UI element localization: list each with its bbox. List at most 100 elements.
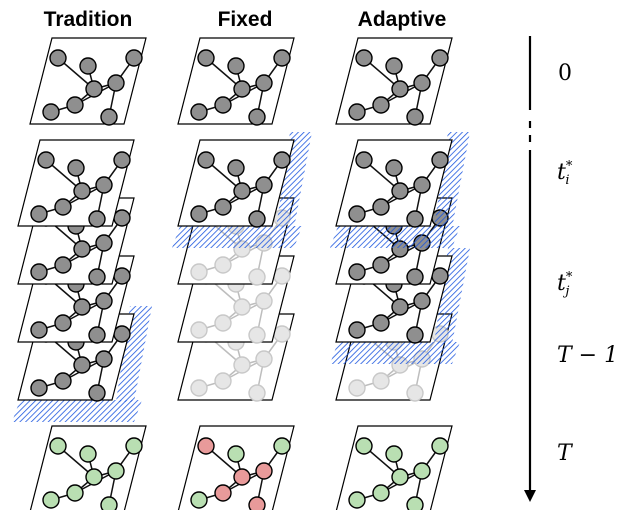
graph-node	[95, 350, 113, 368]
graph-node	[88, 384, 106, 402]
graph-adaptive-t0	[335, 37, 453, 126]
graph-node	[355, 437, 373, 455]
graph-node	[248, 496, 266, 510]
graph-adaptive-T	[335, 425, 453, 510]
graph-node	[248, 384, 266, 402]
graph-node	[273, 267, 291, 285]
graph-node	[100, 496, 118, 510]
graph-node	[30, 263, 48, 281]
graph-node	[372, 314, 390, 332]
graph-node	[49, 437, 67, 455]
graph-node	[348, 379, 366, 397]
graph-tradition-t0	[29, 37, 147, 126]
graph-node	[88, 326, 106, 344]
dropout-hatch-side	[434, 248, 470, 344]
graph-node	[113, 209, 131, 227]
graph-node	[406, 496, 424, 510]
column-title-fixed: Fixed	[218, 8, 273, 31]
graph-node	[37, 151, 55, 169]
graph-node	[190, 103, 208, 121]
graph-node	[255, 350, 273, 368]
column-title-adaptive: Adaptive	[358, 8, 447, 31]
column-title-tradition: Tradition	[44, 8, 133, 31]
graph-node	[73, 356, 91, 374]
graph-node	[66, 484, 84, 502]
graph-node	[214, 198, 232, 216]
graph-node	[190, 379, 208, 397]
graph-node	[406, 210, 424, 228]
graph-node	[391, 182, 409, 200]
graph-node	[214, 256, 232, 274]
graph-node	[273, 49, 291, 67]
graph-node	[197, 49, 215, 67]
graph-node	[100, 108, 118, 126]
graph-node	[79, 445, 97, 463]
graph-node	[431, 437, 449, 455]
graph-node	[85, 80, 103, 98]
graph-node	[30, 321, 48, 339]
graph-stack-panels	[12, 37, 470, 510]
graph-node	[348, 263, 366, 281]
graph-node	[42, 103, 60, 121]
time-label-t-j-star: t* j	[557, 270, 573, 299]
graph-node	[385, 57, 403, 75]
dropout-hatch	[330, 226, 460, 248]
graph-node	[113, 151, 131, 169]
graph-node	[413, 74, 431, 92]
graph-node	[273, 151, 291, 169]
graph-node	[348, 321, 366, 339]
graph-node	[248, 326, 266, 344]
graph-node	[227, 159, 245, 177]
graph-node	[255, 74, 273, 92]
time-label-0: 0	[558, 61, 572, 86]
graph-node	[107, 74, 125, 92]
graph-node	[214, 96, 232, 114]
graph-node	[54, 256, 72, 274]
graph-node	[431, 151, 449, 169]
graph-node	[385, 445, 403, 463]
dropout-hatch	[12, 400, 142, 422]
graph-node	[391, 298, 409, 316]
graph-node	[30, 205, 48, 223]
graph-node	[30, 379, 48, 397]
graph-node	[125, 437, 143, 455]
dropout-hatch-side	[276, 132, 312, 228]
graph-node	[233, 80, 251, 98]
graph-fixed-stack-3	[172, 132, 312, 248]
graph-node	[79, 57, 97, 75]
dropout-hatch-side	[116, 306, 152, 402]
graph-node	[406, 268, 424, 286]
graph-node	[227, 57, 245, 75]
graph-node	[372, 96, 390, 114]
graph-node	[54, 314, 72, 332]
dropout-hatch	[172, 226, 302, 248]
graph-node	[54, 198, 72, 216]
graph-node	[406, 108, 424, 126]
graph-node	[413, 292, 431, 310]
graph-node	[431, 267, 449, 285]
graph-node	[372, 198, 390, 216]
graph-node	[348, 103, 366, 121]
graph-node	[233, 468, 251, 486]
time-axis	[524, 36, 536, 502]
graph-node	[190, 205, 208, 223]
graph-node	[95, 292, 113, 310]
graph-node	[197, 437, 215, 455]
graph-node	[273, 437, 291, 455]
graph-adaptive-stack-3	[330, 132, 470, 248]
graph-node	[107, 462, 125, 480]
graph-node	[197, 151, 215, 169]
graph-node	[113, 325, 131, 343]
graph-node	[233, 298, 251, 316]
graph-node	[255, 292, 273, 310]
graph-node	[49, 49, 67, 67]
graph-node	[391, 80, 409, 98]
graph-node	[355, 151, 373, 169]
graph-node	[431, 49, 449, 67]
graph-node	[227, 445, 245, 463]
graph-node	[67, 159, 85, 177]
graph-node	[273, 325, 291, 343]
graph-node	[73, 298, 91, 316]
graph-node	[42, 491, 60, 509]
graph-node	[214, 484, 232, 502]
